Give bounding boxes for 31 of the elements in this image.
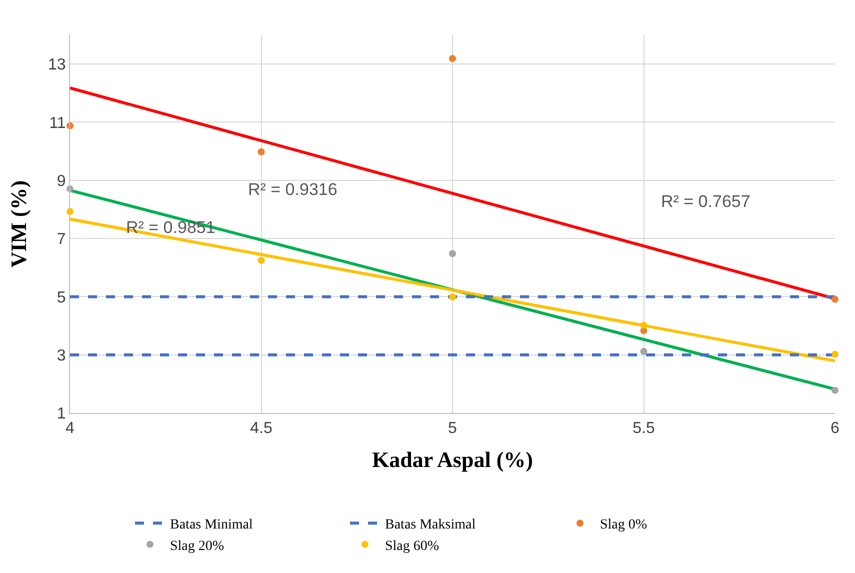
x-tick-label: 6 [830,420,840,438]
point [449,250,456,258]
point [258,256,265,264]
y-tick-label: 7 [56,231,66,248]
x-axis-title: Kadar Aspal (%) [372,447,533,472]
annotation: R² = 0.9316 [248,180,338,199]
legend-label: Slag 0% [600,518,648,533]
legend-label: Slag 60% [385,538,440,554]
y-tick-label: 11 [49,114,66,132]
y-axis-title: VIM (%) [6,180,31,268]
point [832,386,838,394]
legend-label: Batas Maksimal [385,518,476,533]
x-tick-label: 4 [66,420,75,438]
x-tick-label: 5 [448,420,458,438]
y-tick-label: 3 [56,347,66,364]
point [449,55,456,62]
point [832,296,838,303]
legend-label: Slag 20% [170,538,224,554]
point [832,350,838,358]
y-tick-label: 13 [48,56,66,74]
y-tick-label: 9 [56,172,66,190]
legend-label: Batas Minimal [170,518,253,533]
annotation: R² = 0.7657 [661,192,750,211]
point [640,322,648,329]
point [640,348,648,355]
x-tick-label: 5.5 [632,420,655,438]
y-tick-label: 1 [56,406,66,423]
y-tick-label: 5 [56,289,66,306]
point [449,293,456,300]
x-tick-label: 4.5 [250,420,272,438]
point [258,148,265,156]
